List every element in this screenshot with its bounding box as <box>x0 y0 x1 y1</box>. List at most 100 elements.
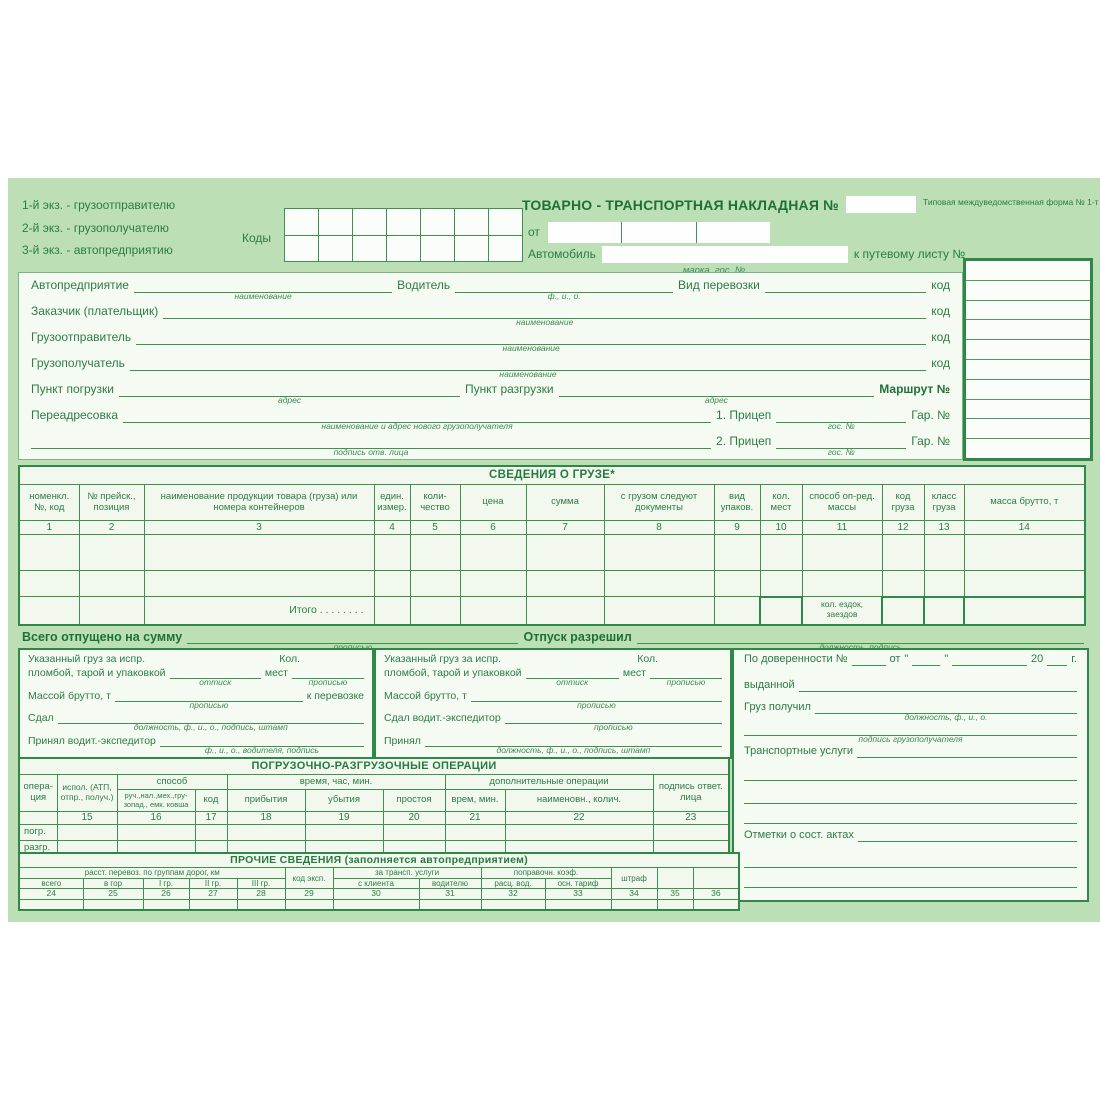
poa-year-line[interactable] <box>1047 652 1068 666</box>
blank-line[interactable] <box>744 767 1077 781</box>
poa-day-line[interactable] <box>912 652 941 666</box>
transport-kind-line[interactable] <box>764 279 927 293</box>
trailer2-line[interactable]: гос. № <box>776 435 907 456</box>
received-line[interactable]: должность, ф., и., о. <box>814 700 1077 721</box>
cell[interactable] <box>459 534 527 571</box>
load-point-line[interactable]: адрес <box>119 383 460 404</box>
code-cell[interactable] <box>353 209 386 235</box>
code-row[interactable] <box>966 439 1090 458</box>
total-released-line[interactable]: прописью <box>187 630 519 651</box>
issued-line[interactable] <box>798 678 1077 692</box>
driver-line[interactable]: ф., и., о. <box>455 279 674 300</box>
cell[interactable] <box>18 570 80 597</box>
code-row[interactable] <box>966 261 1090 281</box>
accepted-line[interactable]: должность, ф., и., о., подпись, штамп <box>424 733 722 754</box>
consignee-sign-line[interactable]: подпись грузополучателя <box>744 722 1077 743</box>
cell[interactable] <box>18 596 80 625</box>
code-cell[interactable] <box>319 209 352 235</box>
cell[interactable] <box>56 824 118 841</box>
cell[interactable] <box>525 570 605 597</box>
code-cell[interactable] <box>387 209 420 235</box>
cell[interactable] <box>713 570 761 597</box>
cell[interactable] <box>603 534 715 571</box>
gross-line[interactable]: прописью <box>470 688 722 709</box>
cell[interactable] <box>409 534 461 571</box>
readdress-line[interactable]: наименование и адрес нового грузополучат… <box>123 409 712 430</box>
code-cell[interactable] <box>319 235 352 261</box>
cell[interactable] <box>444 824 506 841</box>
cell[interactable] <box>236 898 286 911</box>
cell[interactable] <box>525 596 605 625</box>
cell[interactable] <box>923 570 965 597</box>
trailer1-line[interactable]: гос. № <box>776 409 907 430</box>
cell[interactable] <box>459 570 527 597</box>
cell[interactable] <box>373 534 411 571</box>
cell[interactable] <box>656 898 694 911</box>
cell[interactable] <box>962 595 1087 626</box>
waybill-number-box[interactable] <box>846 196 916 213</box>
cell[interactable] <box>881 534 925 571</box>
cell[interactable] <box>692 898 740 911</box>
unload-point-line[interactable]: адрес <box>558 383 875 404</box>
code-cell[interactable] <box>285 235 318 261</box>
cell[interactable] <box>18 898 84 911</box>
consignee-line[interactable]: наименование <box>129 357 927 378</box>
cell[interactable] <box>409 570 461 597</box>
code-cell[interactable] <box>489 209 522 235</box>
code-row[interactable] <box>966 320 1090 341</box>
cell[interactable] <box>373 570 411 597</box>
seal-line[interactable]: оттиск <box>525 665 619 686</box>
date-segment[interactable] <box>621 222 695 243</box>
cell[interactable] <box>459 596 527 625</box>
cell[interactable] <box>332 898 420 911</box>
cell[interactable] <box>759 534 803 571</box>
code-cell[interactable] <box>421 209 454 235</box>
cell[interactable] <box>963 534 1086 571</box>
customer-line[interactable]: наименование <box>163 305 927 326</box>
cell[interactable] <box>188 898 238 911</box>
cell[interactable] <box>759 595 803 626</box>
cell[interactable] <box>759 570 803 597</box>
cell[interactable] <box>923 595 965 626</box>
code-cell[interactable] <box>353 235 386 261</box>
cell[interactable] <box>652 824 730 841</box>
cell[interactable] <box>143 534 375 571</box>
cell[interactable] <box>194 824 228 841</box>
handed-line[interactable]: должность, ф., и., о., подпись, штамп <box>57 710 364 731</box>
cell[interactable] <box>78 596 145 625</box>
cell[interactable] <box>143 570 375 597</box>
blank-line[interactable] <box>744 810 1077 824</box>
code-row[interactable] <box>966 380 1090 400</box>
blank-line[interactable] <box>744 874 1077 888</box>
consignor-line[interactable]: наименование <box>136 331 927 352</box>
seal-line[interactable]: оттиск <box>169 665 261 686</box>
cell[interactable] <box>544 898 612 911</box>
cell[interactable] <box>142 898 190 911</box>
cell[interactable] <box>603 570 715 597</box>
handed-line[interactable]: прописью <box>504 710 722 731</box>
qty-line[interactable]: прописью <box>650 665 722 686</box>
cell[interactable] <box>409 596 461 625</box>
autoenterprise-line[interactable]: наименование <box>133 279 393 300</box>
accepted-line[interactable]: ф., и., о., водителя, подпись <box>159 733 364 754</box>
code-cell[interactable] <box>489 235 522 261</box>
code-row[interactable] <box>966 360 1090 380</box>
code-cell[interactable] <box>455 235 488 261</box>
cell[interactable] <box>226 824 306 841</box>
code-cell[interactable] <box>421 235 454 261</box>
date-box[interactable] <box>547 222 770 243</box>
date-segment[interactable] <box>548 222 621 243</box>
cell[interactable] <box>963 570 1086 597</box>
poa-month-line[interactable] <box>952 652 1028 666</box>
code-cell[interactable] <box>387 235 420 261</box>
cell[interactable] <box>82 898 144 911</box>
cell[interactable] <box>78 570 145 597</box>
blank-line[interactable] <box>744 790 1077 804</box>
cell[interactable] <box>418 898 482 911</box>
poa-number-line[interactable] <box>851 652 886 666</box>
vehicle-box[interactable] <box>601 246 848 263</box>
code-row[interactable] <box>966 301 1090 321</box>
cell[interactable] <box>373 596 411 625</box>
code-row[interactable] <box>966 400 1090 420</box>
gross-line[interactable]: прописью <box>114 688 303 709</box>
